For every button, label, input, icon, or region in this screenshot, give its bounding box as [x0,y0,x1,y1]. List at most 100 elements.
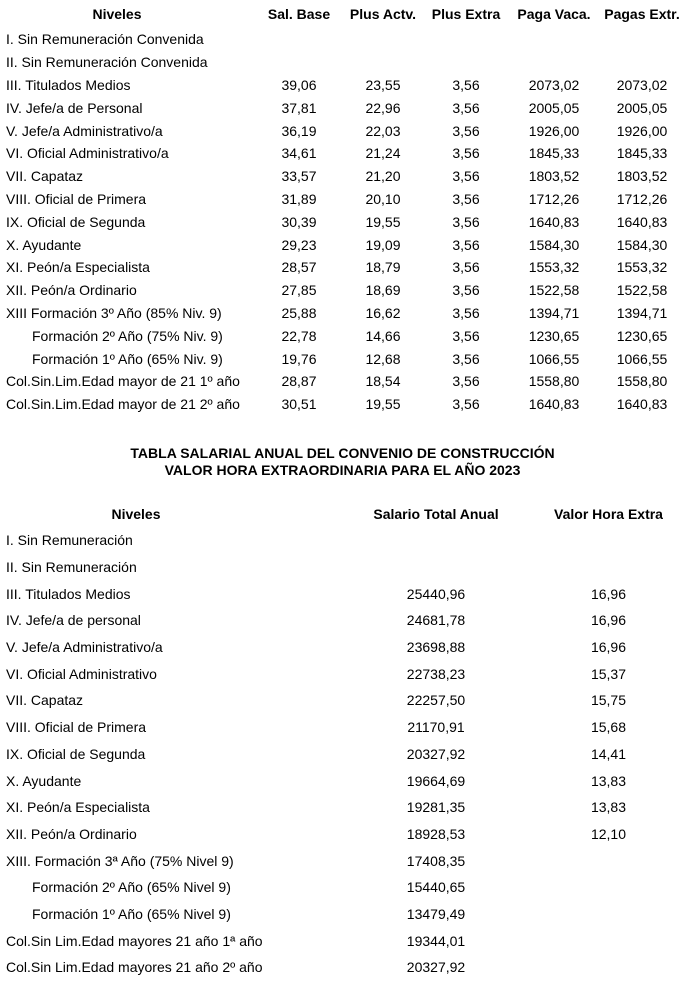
value-cell: 17408,35 [406,852,466,869]
level-cell: XIII. Formación 3ª Año (75% Nivel 9) [6,852,234,869]
value-cell: 1712,26 [616,190,668,207]
value-cell: 1712,26 [528,190,580,207]
value-cell: 31,89 [281,190,317,207]
table-row: XIII. Formación 3ª Año (75% Nivel 9) 1740… [0,847,685,874]
value-cell: 30,51 [281,396,317,413]
value-cell [599,51,685,74]
value-cell [509,28,599,51]
salary-components-table-body: I. Sin Remuneración Convenida II. Sin Rem… [0,28,685,416]
table-row: XI. Peón/a Especialista 19281,35 13,83 [0,794,685,821]
value-cell: 22257,50 [406,692,466,709]
value-cell: 19344,01 [406,932,466,949]
value-cell: 20,10 [365,190,401,207]
value-cell: 19,55 [365,213,401,230]
table-row: III. Titulados Medios 39,06 23,55 3,56 2073,… [0,74,685,97]
value-cell: 30,39 [281,213,317,230]
value-cell: 21170,91 [407,719,465,736]
value-cell: 14,66 [365,327,401,344]
value-cell: 1394,71 [616,304,668,321]
value-cell: 3,56 [452,168,480,185]
value-cell: 28,57 [281,259,317,276]
value-cell: 1553,32 [616,259,668,276]
value-cell: 1558,80 [616,373,668,390]
value-cell: 37,81 [281,99,317,116]
section-title-line-1: TABLA SALARIAL ANUAL DEL CONVENIO DE CON… [130,445,555,461]
column-header: Plus Actv. [349,6,417,22]
value-cell [423,51,509,74]
value-cell: 15,68 [590,719,627,736]
table-row: VII. Capataz 22257,50 15,75 [0,687,685,714]
value-cell: 16,96 [590,612,627,629]
value-cell: 1640,83 [528,213,580,230]
value-cell: 3,56 [452,350,480,367]
level-cell: II. Sin Remuneración Convenida [6,54,208,71]
value-cell: 3,56 [452,327,480,344]
level-cell: V. Jefe/a Administrativo/a [6,639,163,656]
document-page: { "table1": { "headers": ["Niveles", "Sa… [0,6,685,976]
value-cell: 22,03 [365,122,401,139]
value-cell: 1803,52 [616,168,668,185]
column-header: Plus Extra [431,6,501,22]
value-cell: 20327,92 [406,959,466,976]
column-header: Niveles [92,6,142,22]
table-row: V. Jefe/a Administrativo/a 36,19 22,03 3,56… [0,119,685,142]
value-cell: 14,41 [590,745,627,762]
column-header: Niveles [111,506,161,522]
level-cell: Formación 2º Año (75% Niv. 9) [32,327,223,344]
value-cell [340,554,532,581]
value-cell: 28,87 [281,373,317,390]
value-cell: 19281,35 [406,799,466,816]
section-title: TABLA SALARIAL ANUAL DEL CONVENIO DE CON… [0,445,685,479]
level-cell: I. Sin Remuneración [6,532,133,549]
table-row: Formación 1º Año (65% Nivel 9) 13479,49 [0,901,685,928]
value-cell: 18,69 [365,282,401,299]
value-cell: 1640,83 [528,396,580,413]
level-cell: XI. Peón/a Especialista [6,259,150,276]
value-cell: 27,85 [281,282,317,299]
value-cell: 19664,69 [406,772,466,789]
level-cell: VI. Oficial Administrativo [6,665,157,682]
value-cell [255,51,343,74]
value-cell: 3,56 [452,236,480,253]
level-cell: Col.Sin.Lim.Edad mayor de 21 2º año [6,396,240,413]
annual-salary-table-head: Niveles Salario Total Anual Valor Hora Ext… [0,501,685,527]
value-cell [532,527,685,554]
value-cell: 24681,78 [406,612,466,629]
value-cell: 23,55 [365,76,401,93]
column-header: Pagas Extr. [604,6,680,22]
level-cell: I. Sin Remuneración Convenida [6,31,204,48]
level-cell: VII. Capataz [6,168,84,185]
value-cell: 18,54 [365,373,401,390]
value-cell: 3,56 [452,304,480,321]
level-cell: VIII. Oficial de Primera [6,719,147,736]
value-cell [509,51,599,74]
value-cell: 21,24 [365,145,401,162]
value-cell: 22738,23 [406,665,466,682]
value-cell: 34,61 [281,145,317,162]
value-cell: 1640,83 [616,213,668,230]
table-row: XI. Peón/a Especialista 28,57 18,79 3,56 155… [0,256,685,279]
value-cell: 25,88 [281,304,317,321]
level-cell: Col.Sin Lim.Edad mayores 21 año 2º año [6,959,263,976]
annual-salary-table-body: I. Sin Remuneración II. Sin Remuneración I… [0,527,685,981]
value-cell: 2005,05 [528,99,580,116]
annual-salary-table: Niveles Salario Total Anual Valor Hora Ext… [0,501,685,981]
value-cell: 13,83 [590,772,627,789]
value-cell: 1522,58 [528,282,580,299]
value-cell: 3,56 [452,145,480,162]
value-cell [532,847,685,874]
level-cell: IV. Jefe/a de personal [6,612,141,629]
table-row: XII. Peón/a Ordinario 18928,53 12,10 [0,821,685,848]
value-cell [423,28,509,51]
table-row: I. Sin Remuneración Convenida [0,28,685,51]
value-cell: 15,75 [590,692,627,709]
table-row: VIII. Oficial de Primera 21170,91 15,68 [0,714,685,741]
value-cell: 29,23 [281,236,317,253]
table-row: V. Jefe/a Administrativo/a 23698,88 16,96 [0,634,685,661]
level-cell: XIII Formación 3º Año (85% Niv. 9) [6,304,222,321]
value-cell [532,901,685,928]
table-row: VI. Oficial Administrativo/a 34,61 21,24 3,… [0,142,685,165]
column-header: Valor Hora Extra [554,506,663,522]
table-row: Col.Sin.Lim.Edad mayor de 21 2º año 30,51… [0,393,685,416]
level-cell: II. Sin Remuneración [6,559,137,576]
